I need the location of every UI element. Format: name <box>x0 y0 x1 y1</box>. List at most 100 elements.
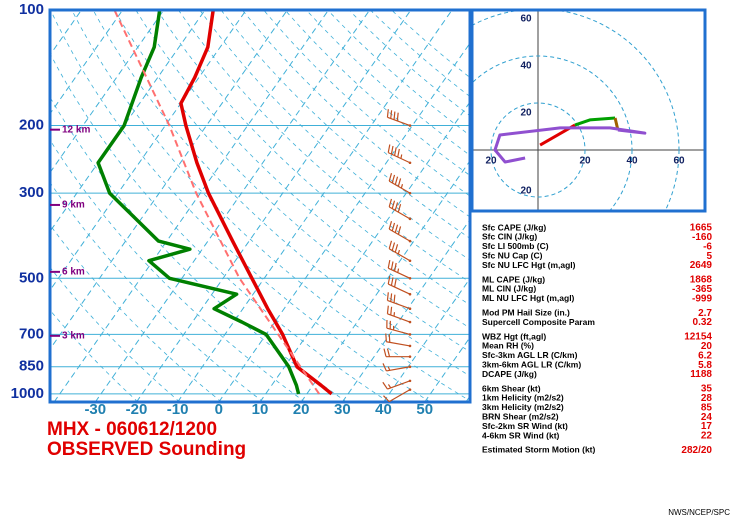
y-tick-label: 200 <box>19 117 44 134</box>
wind-barb <box>387 144 411 164</box>
param-label: WBZ Hgt (ft,agl) <box>482 331 546 341</box>
x-tick-label: 40 <box>375 401 392 418</box>
param-label: Sfc-3km AGL LR (C/km) <box>482 350 578 360</box>
hodo-ring <box>472 10 680 211</box>
parcel-trace <box>113 10 321 395</box>
wind-barb-base <box>408 124 412 127</box>
height-label: 12 km <box>62 124 90 135</box>
wind-barb-base <box>408 320 412 324</box>
labels: 100 200 300 500 700 850 1000 -30 -20 -10 0 10 20 30 40… <box>11 1 713 456</box>
x-tick-label: 0 <box>215 401 223 418</box>
dry-adiabat <box>50 266 180 402</box>
x-tick-label: -30 <box>84 401 106 418</box>
height-label: 6 km <box>62 266 85 277</box>
profile-line <box>96 10 301 395</box>
param-label: Sfc-2km SR Wind (kt) <box>482 421 568 431</box>
dry-adiabat <box>50 52 389 402</box>
isotherm <box>50 10 206 233</box>
param-value: 1868 <box>690 275 713 286</box>
param-value: 5.8 <box>698 360 712 371</box>
param-value: 282/20 <box>681 445 712 456</box>
y-tick-label: 1000 <box>11 385 44 402</box>
wind-barb <box>386 292 411 310</box>
dry-adiabat <box>284 10 470 177</box>
skewt-background <box>50 10 470 402</box>
param-label: 3km Helicity (m2/s2) <box>482 402 564 412</box>
param-label: Estimated Storm Motion (kt) <box>482 445 596 455</box>
dry-adiabat <box>348 10 470 117</box>
hodograph-frame <box>470 8 707 213</box>
hodo-ring <box>472 55 633 211</box>
x-tick-label: -20 <box>126 401 148 418</box>
wind-barb-base <box>408 388 412 391</box>
x-tick-label: 50 <box>416 401 433 418</box>
dry-adiabat <box>50 10 431 402</box>
param-label: ML CIN (J/kg) <box>482 284 536 294</box>
param-value: 24 <box>701 412 713 423</box>
param-value: 12154 <box>684 332 712 343</box>
wind-barb <box>382 363 411 372</box>
param-label: Sfc LI 500mb (C) <box>482 241 549 251</box>
dry-adiabat <box>135 10 470 329</box>
param-value: -999 <box>692 293 712 304</box>
dry-adiabat <box>220 10 470 239</box>
param-value: 85 <box>701 402 713 413</box>
x-tick-label: 30 <box>334 401 351 418</box>
param-label: Supercell Composite Param <box>482 317 595 327</box>
hodo-ring-label: 40 <box>626 156 638 167</box>
dry-adiabat <box>199 10 470 261</box>
hodo-ring-label: 60 <box>673 156 685 167</box>
wind-barb-base <box>408 333 412 336</box>
y-tick-label: 500 <box>19 269 44 286</box>
wind-barb-base <box>408 161 412 165</box>
hodo-ring-label: 20 <box>520 108 532 119</box>
hodo-ring-label: 20 <box>579 156 591 167</box>
dry-adiabat <box>71 10 470 402</box>
dry-adiabat <box>50 96 347 402</box>
wind-barb-base <box>408 379 412 383</box>
dry-adiabat <box>178 10 470 283</box>
param-value: 35 <box>701 384 713 395</box>
wind-barb-base <box>408 239 412 243</box>
y-tick-label: 100 <box>19 1 44 18</box>
wind-barb <box>388 198 411 220</box>
x-tick-label: -10 <box>167 401 189 418</box>
dry-adiabat <box>50 181 264 402</box>
hodo-ring-label: 60 <box>520 14 532 25</box>
wind-barb-base <box>408 355 412 358</box>
isotherm <box>424 336 470 402</box>
hodo-ring <box>490 102 586 198</box>
isotherm <box>218 42 470 402</box>
dry-adiabat <box>241 10 470 218</box>
hodo-ring-label: 40 <box>520 61 532 72</box>
wind-barb <box>383 348 410 358</box>
hodo-ring-label: 20 <box>520 186 532 197</box>
hodo-ring-label: 20 <box>485 156 497 167</box>
param-value: 6.2 <box>698 350 712 361</box>
param-label: 1km Helicity (m2/s2) <box>482 393 564 403</box>
param-value: 0.32 <box>693 317 713 328</box>
height-label: 3 km <box>62 330 85 341</box>
wind-barb <box>387 275 411 295</box>
param-label: ML NU LFC Hgt (m,agl) <box>482 293 575 303</box>
param-value: 2.7 <box>698 308 712 319</box>
param-label: 6km Shear (kt) <box>482 383 541 393</box>
wind-barb <box>386 319 411 335</box>
skewt-data <box>96 10 333 396</box>
wind-barb-base <box>408 259 412 263</box>
param-label: DCAPE (J/kg) <box>482 369 537 379</box>
wind-barb <box>383 389 411 403</box>
isotherm <box>341 218 470 402</box>
wind-barb <box>387 259 411 279</box>
param-value: -160 <box>692 232 712 243</box>
footer: NWS/NCEP/SPC <box>668 508 730 517</box>
param-value: -365 <box>692 284 712 295</box>
wind-barb <box>388 221 411 242</box>
wind-barb-base <box>408 277 412 280</box>
dry-adiabat <box>92 10 470 377</box>
dry-adiabat <box>50 224 222 402</box>
x-tick-label: 20 <box>293 401 310 418</box>
param-label: 3km-6km AGL LR (C/km) <box>482 359 581 369</box>
param-label: Mean RH (%) <box>482 341 534 351</box>
param-value: 2649 <box>690 260 713 271</box>
